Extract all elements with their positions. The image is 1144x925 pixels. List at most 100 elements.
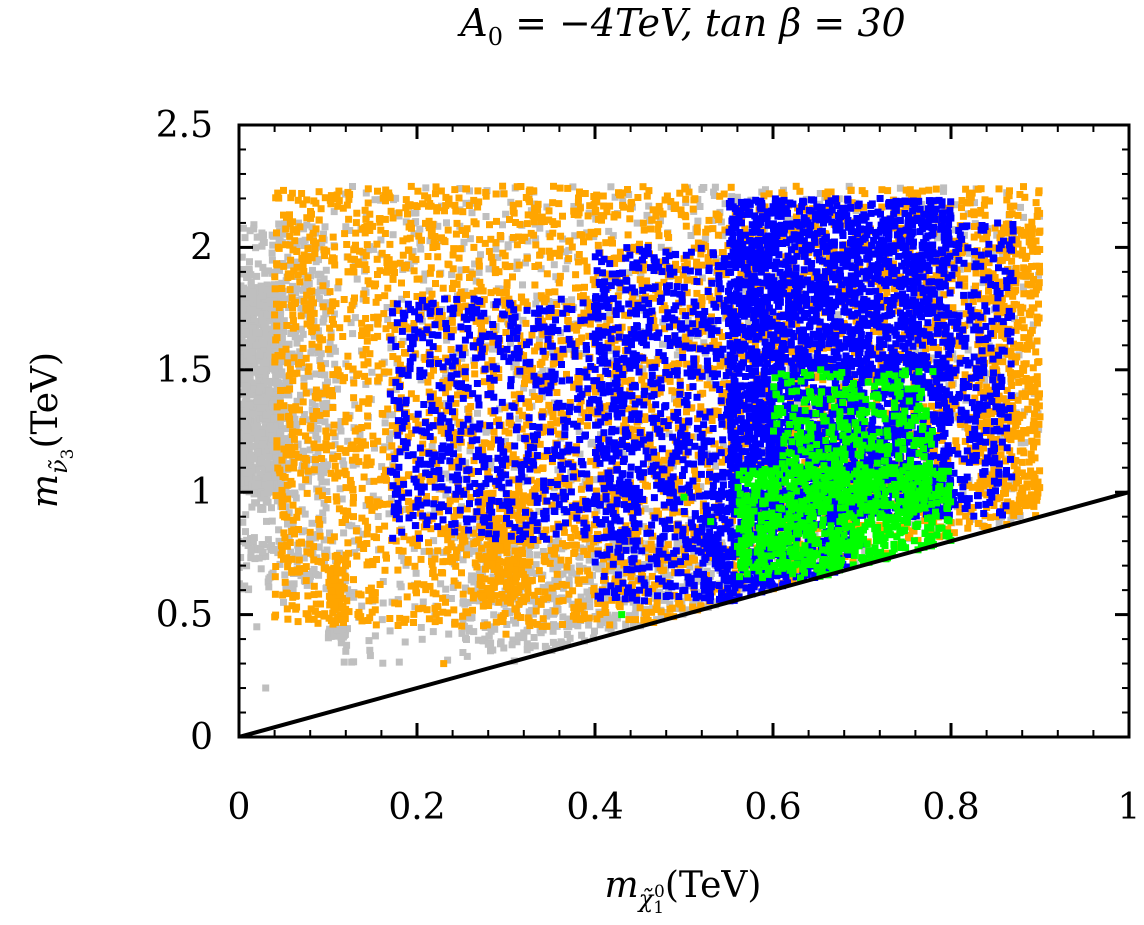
point-gray-1161 xyxy=(321,371,329,379)
point-gray-2259 xyxy=(645,202,653,210)
point-gray-2518 xyxy=(816,190,824,197)
point-gray-850 xyxy=(260,541,268,548)
point-orange-880 xyxy=(666,416,674,424)
point-orange-1882 xyxy=(311,392,319,400)
point-gray-1366 xyxy=(530,200,538,208)
point-gray-2103 xyxy=(346,227,354,234)
point-gray-2498 xyxy=(459,649,467,656)
point-gray-1091 xyxy=(316,243,324,251)
point-gray-437 xyxy=(243,451,251,459)
point-gray-1908 xyxy=(552,273,560,281)
point-gray-1298 xyxy=(242,539,249,547)
point-gray-735 xyxy=(239,580,243,588)
point-gray-1993 xyxy=(371,444,378,452)
point-orange-808 xyxy=(286,286,294,294)
point-gray-2136 xyxy=(532,300,540,308)
point-gray-2801 xyxy=(629,621,637,629)
point-orange-190 xyxy=(718,333,726,341)
point-gray-888 xyxy=(242,406,250,413)
point-gray-2339 xyxy=(593,507,601,515)
point-gray-1726 xyxy=(698,274,706,282)
point-orange-1030 xyxy=(431,618,439,626)
point-orange-1025 xyxy=(390,463,398,471)
point-orange-429 xyxy=(453,280,461,288)
point-gray-787 xyxy=(247,535,254,542)
point-gray-1031 xyxy=(274,378,282,386)
point-gray-2911 xyxy=(497,638,505,646)
point-gray-1055 xyxy=(264,333,271,341)
point-gray-2418 xyxy=(345,591,353,598)
point-gray-1496 xyxy=(536,224,544,232)
point-orange-328 xyxy=(388,422,396,430)
point-gray-1761 xyxy=(609,357,617,365)
point-orange-645 xyxy=(905,534,912,541)
point-orange-1446 xyxy=(343,241,351,248)
point-gray-2631 xyxy=(586,596,594,604)
point-gray-531 xyxy=(259,310,267,318)
point-orange-1809 xyxy=(299,200,307,208)
point-orange-1581 xyxy=(278,285,286,292)
point-orange-1341 xyxy=(639,219,647,227)
point-orange-794 xyxy=(322,440,330,448)
point-gray-1700 xyxy=(418,635,426,643)
point-orange-1009 xyxy=(331,462,339,470)
point-gray-1561 xyxy=(562,265,570,273)
point-gray-1833 xyxy=(487,464,495,472)
point-gray-2012 xyxy=(447,595,455,602)
point-gray-1917 xyxy=(326,350,334,358)
point-gray-2461 xyxy=(786,240,794,248)
point-gray-1120 xyxy=(269,569,277,577)
point-gray-2311 xyxy=(330,310,338,318)
point-orange-1753 xyxy=(425,217,433,225)
point-orange-396 xyxy=(316,520,324,528)
point-orange-1661 xyxy=(683,408,690,416)
point-gray-1393 xyxy=(466,447,474,455)
point-gray-928 xyxy=(259,263,267,271)
point-orange-1317 xyxy=(315,188,323,196)
point-orange-1334 xyxy=(282,225,290,233)
point-gray-1313 xyxy=(347,319,355,327)
point-gray-1176 xyxy=(273,266,281,273)
point-gray-1060 xyxy=(297,304,305,312)
point-gray-838 xyxy=(249,442,257,450)
chart-title: A0 = −4TeV, tan β = 30 xyxy=(457,1,905,51)
point-gray-2318 xyxy=(512,359,520,367)
point-orange-1497 xyxy=(444,260,452,268)
point-gray-2429 xyxy=(762,186,769,194)
point-gray-1814 xyxy=(606,309,614,317)
point-orange-1919 xyxy=(455,420,463,428)
point-gray-1719 xyxy=(365,637,373,645)
point-gray-1588 xyxy=(515,415,523,423)
point-gray-1057 xyxy=(319,509,327,517)
point-gray-1247 xyxy=(292,494,300,502)
point-gray-1108 xyxy=(248,348,256,356)
point-gray-661 xyxy=(265,466,273,474)
point-orange-1288 xyxy=(282,241,290,249)
point-orange-465 xyxy=(289,226,297,234)
point-gray-1070 xyxy=(242,469,250,477)
point-orange-1868 xyxy=(1028,398,1036,406)
point-orange-1815 xyxy=(699,327,707,335)
point-gray-1249 xyxy=(264,489,271,497)
point-orange-1348 xyxy=(650,294,658,302)
point-orange-975 xyxy=(580,238,587,246)
point-orange-270 xyxy=(610,392,618,400)
point-orange-667 xyxy=(318,234,326,242)
point-gray-1365 xyxy=(774,272,782,280)
point-orange-1749 xyxy=(721,226,729,234)
point-gray-3002 xyxy=(280,598,287,606)
point-gray-751 xyxy=(260,380,268,388)
point-gray-964 xyxy=(241,418,249,426)
point-orange-838 xyxy=(967,508,975,516)
point-gray-2519 xyxy=(569,183,577,191)
point-gray-2225 xyxy=(633,219,641,227)
point-gray-1592 xyxy=(789,215,797,223)
point-gray-1406 xyxy=(371,632,379,640)
point-orange-1378 xyxy=(535,395,542,403)
point-gray-2794 xyxy=(465,624,473,632)
point-orange-797 xyxy=(310,543,318,551)
point-gray-1299 xyxy=(296,334,304,342)
point-orange-1936 xyxy=(550,550,558,557)
point-gray-2073 xyxy=(416,225,424,233)
point-gray-2413 xyxy=(428,443,436,451)
